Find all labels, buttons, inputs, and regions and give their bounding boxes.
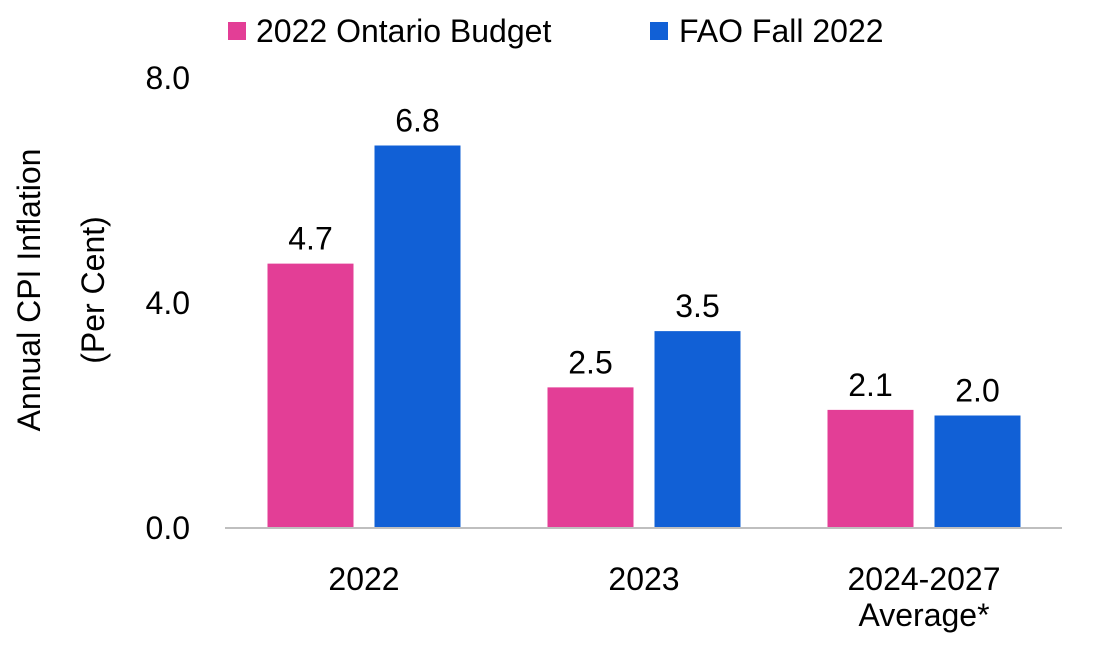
bar-fao-fall-0 [374,145,461,528]
bar-ontario-budget-0 [267,263,354,528]
y-tick-label: 4.0 [146,285,190,321]
bar-fao-fall-2 [934,415,1021,528]
bars [267,145,1021,528]
bar-value-label: 4.7 [288,221,332,257]
legend: 2022 Ontario Budget FAO Fall 2022 [228,13,884,49]
legend-swatch-fao-fall [650,22,668,40]
legend-label-fao-fall: FAO Fall 2022 [679,13,884,49]
bar-value-label: 2.5 [568,344,612,380]
bar-value-label: 2.0 [955,373,999,409]
y-axis-title-line-2: (Per Cent) [75,216,111,364]
bar-value-label: 3.5 [675,288,719,324]
bar-value-label: 2.1 [848,367,892,403]
bar-fao-fall-1 [654,331,741,528]
x-tick-label: 2024-2027 [847,561,1000,597]
bar-ontario-budget-2 [827,409,914,528]
x-tick-label: Average* [858,597,989,633]
legend-label-ontario-budget: 2022 Ontario Budget [256,13,551,49]
bar-value-label: 6.8 [395,103,439,139]
x-tick-label: 2022 [328,561,399,597]
y-tick-label: 8.0 [146,60,190,96]
bar-value-labels: 4.7 6.8 2.5 3.5 2.1 2.0 [288,103,999,409]
y-axis-title: Annual CPI Inflation (Per Cent) [11,149,111,432]
bar-ontario-budget-1 [547,387,634,528]
x-tick-label: 2023 [608,561,679,597]
legend-swatch-ontario-budget [228,22,246,40]
y-tick-label: 0.0 [146,510,190,546]
y-axis-tick-labels: 0.0 4.0 8.0 [146,60,190,546]
y-axis-title-line-1: Annual CPI Inflation [11,149,47,432]
